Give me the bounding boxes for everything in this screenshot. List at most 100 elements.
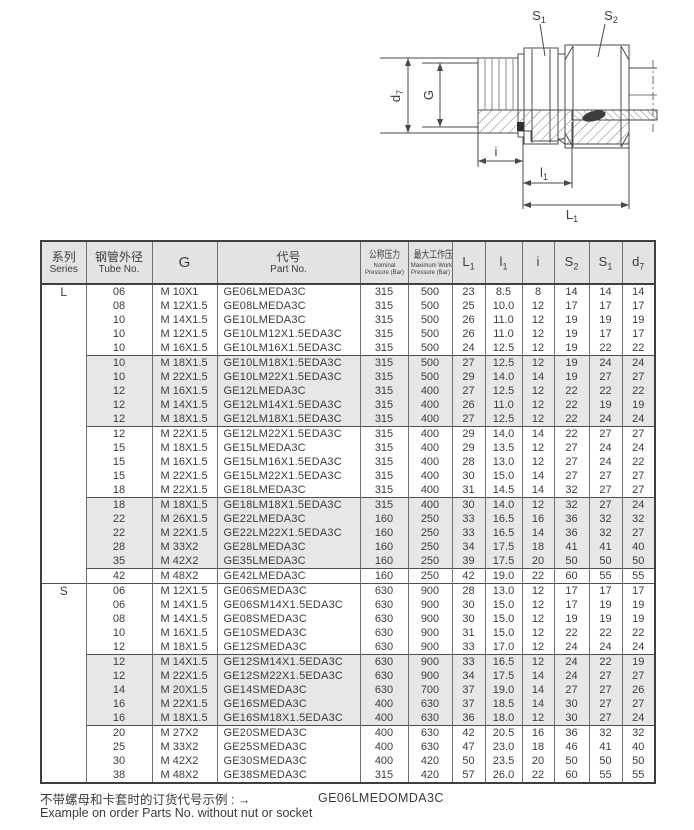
thread-g-cell: M 42X2 bbox=[151, 754, 218, 768]
table-row: 38 M 48X2 GE38SMEDA3C 315 420 57 26.0 22 60 55 55 bbox=[41, 768, 656, 783]
S1-cell: 55 bbox=[588, 568, 623, 584]
S1-cell: 19 bbox=[588, 612, 623, 626]
cutting-ring bbox=[582, 110, 606, 122]
S2-cell: 41 bbox=[553, 540, 590, 554]
l1-cell: 14.0 bbox=[484, 426, 523, 441]
d7-cell: 40 bbox=[621, 540, 656, 554]
i-cell: 12 bbox=[521, 497, 555, 512]
part-no-cell: GE35LMEDA3C bbox=[216, 554, 361, 569]
L1-cell: 33 bbox=[451, 640, 486, 655]
part-no-cell: GE20SMEDA3C bbox=[216, 725, 361, 740]
i-cell: 16 bbox=[521, 725, 555, 740]
S2-cell: 19 bbox=[553, 327, 590, 341]
header-tube: 钢管外径 Tube No. bbox=[85, 241, 153, 285]
i-cell: 20 bbox=[521, 754, 555, 768]
nominal-pressure-cell: 315 bbox=[359, 768, 409, 783]
S1-cell: 22 bbox=[588, 654, 623, 669]
tube-no-cell: 35 bbox=[85, 554, 153, 569]
i-cell: 12 bbox=[521, 441, 555, 455]
d7-cell: 14 bbox=[621, 284, 656, 299]
nominal-pressure-cell: 315 bbox=[359, 370, 409, 384]
i-cell: 18 bbox=[521, 540, 555, 554]
l1-cell: 18.0 bbox=[484, 711, 523, 726]
part-no-cell: GE15LM22X1.5EDA3C bbox=[216, 469, 361, 483]
tube-no-cell: 06 bbox=[85, 598, 153, 612]
S2-cell: 30 bbox=[553, 711, 590, 726]
table-row: 12 M 22X1.5 GE12SM22X1.5EDA3C 630 900 34 17.5 1… bbox=[41, 669, 656, 683]
nominal-pressure-cell: 160 bbox=[359, 526, 409, 540]
nominal-pressure-cell: 315 bbox=[359, 299, 409, 313]
header-nominal-pressure: 公称压力 Nominal Pressure (Bar) bbox=[359, 241, 409, 285]
l1-cell: 15.0 bbox=[484, 612, 523, 626]
thread-g-cell: M 16X1.5 bbox=[151, 341, 218, 356]
d7-cell: 24 bbox=[621, 711, 656, 726]
thread-g-cell: M 20X1.5 bbox=[151, 683, 218, 697]
nominal-pressure-cell: 315 bbox=[359, 483, 409, 498]
d7-cell: 24 bbox=[621, 640, 656, 655]
S2-cell: 60 bbox=[553, 568, 590, 584]
table-row: 08 M 12X1.5 GE08LMEDA3C 315 500 25 10.0 12 17 17 1… bbox=[41, 299, 656, 313]
tube-no-cell: 10 bbox=[85, 355, 153, 370]
tube-no-cell: 15 bbox=[85, 455, 153, 469]
dim-label-s1: S1 bbox=[532, 8, 546, 25]
S1-cell: 32 bbox=[588, 526, 623, 540]
L1-cell: 31 bbox=[451, 626, 486, 640]
thread-g-cell: M 27X2 bbox=[151, 725, 218, 740]
nominal-pressure-cell: 315 bbox=[359, 426, 409, 441]
l1-cell: 17.5 bbox=[484, 669, 523, 683]
s1-leader bbox=[539, 23, 546, 57]
max-pressure-cell: 500 bbox=[407, 327, 453, 341]
l1-cell: 17.5 bbox=[484, 554, 523, 569]
part-no-cell: GE16SM18X1.5EDA3C bbox=[216, 711, 361, 726]
d7-cell: 27 bbox=[621, 483, 656, 498]
S2-cell: 17 bbox=[553, 299, 590, 313]
i-cell: 12 bbox=[521, 598, 555, 612]
table-row: 15 M 16X1.5 GE15LM16X1.5EDA3C 315 400 28 13.0 1… bbox=[41, 455, 656, 469]
tube-no-cell: 12 bbox=[85, 384, 153, 398]
tube-no-cell: 12 bbox=[85, 640, 153, 655]
tube-no-cell: 10 bbox=[85, 370, 153, 384]
i-cell: 12 bbox=[521, 341, 555, 356]
dim-label-s2: S2 bbox=[604, 8, 618, 25]
L1-cell: 29 bbox=[451, 426, 486, 441]
l1-cell: 14.0 bbox=[484, 370, 523, 384]
d7-cell: 27 bbox=[621, 426, 656, 441]
thread-g-cell: M 42X2 bbox=[151, 554, 218, 569]
thread-g-cell: M 14X1.5 bbox=[151, 654, 218, 669]
S2-cell: 24 bbox=[553, 640, 590, 655]
table-row: 08 M 14X1.5 GE08SMEDA3C 630 900 30 15.0 12 19 19 1… bbox=[41, 612, 656, 626]
d7-cell: 55 bbox=[621, 568, 656, 584]
part-no-cell: GE18LM18X1.5EDA3C bbox=[216, 497, 361, 512]
L1-cell: 26 bbox=[451, 398, 486, 412]
nominal-pressure-cell: 630 bbox=[359, 640, 409, 655]
S1-cell: 27 bbox=[588, 697, 623, 711]
tube-no-cell: 30 bbox=[85, 754, 153, 768]
dim-label-d7: d7 bbox=[388, 90, 405, 102]
S2-cell: 22 bbox=[553, 426, 590, 441]
table-row: 35 M 42X2 GE35LMEDA3C 160 250 39 17.5 20 50 50 50 bbox=[41, 554, 656, 569]
nominal-pressure-cell: 630 bbox=[359, 583, 409, 598]
S1-cell: 27 bbox=[588, 683, 623, 697]
i-cell: 14 bbox=[521, 683, 555, 697]
thread-g-cell: M 16X1.5 bbox=[151, 384, 218, 398]
L1-cell: 39 bbox=[451, 554, 486, 569]
tube-no-cell: 10 bbox=[85, 626, 153, 640]
i-cell: 12 bbox=[521, 654, 555, 669]
max-pressure-cell: 400 bbox=[407, 441, 453, 455]
i-cell: 12 bbox=[521, 299, 555, 313]
thread-g-cell: M 14X1.5 bbox=[151, 313, 218, 327]
max-pressure-cell: 420 bbox=[407, 754, 453, 768]
l1-cell: 13.5 bbox=[484, 441, 523, 455]
thread-g-cell: M 33X2 bbox=[151, 740, 218, 754]
table-row: 28 M 33X2 GE28LMEDA3C 160 250 34 17.5 18 41 41 40 bbox=[41, 540, 656, 554]
l1-cell: 14.5 bbox=[484, 483, 523, 498]
S2-cell: 36 bbox=[553, 526, 590, 540]
tube-no-cell: 10 bbox=[85, 341, 153, 356]
L1-cell: 50 bbox=[451, 754, 486, 768]
section-tube-wall bbox=[571, 109, 658, 121]
L1-cell: 25 bbox=[451, 299, 486, 313]
table-row: 12 M 18X1.5 GE12SMEDA3C 630 900 33 17.0 12 24 24 2… bbox=[41, 640, 656, 655]
d7-cell: 17 bbox=[621, 327, 656, 341]
L1-cell: 27 bbox=[451, 384, 486, 398]
